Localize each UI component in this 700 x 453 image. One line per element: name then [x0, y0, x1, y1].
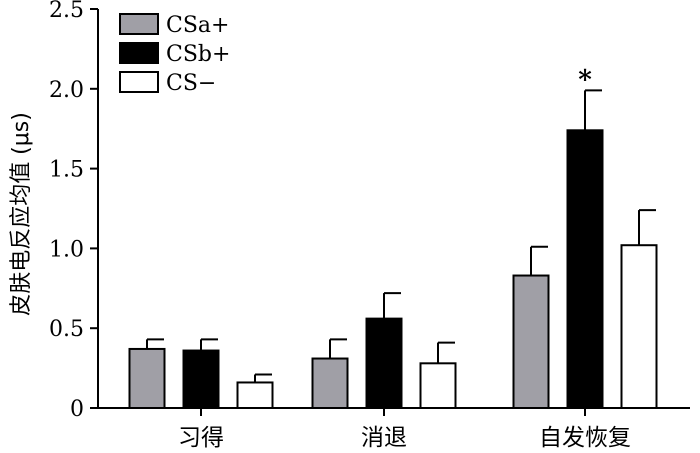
bar	[128, 347, 166, 409]
legend-label: CS−	[166, 71, 216, 96]
bar	[182, 349, 220, 410]
bars: *	[128, 65, 658, 410]
legend-label: CSb+	[166, 42, 230, 67]
axes: 0 0.5 1.0 1.5 2.0 2.5 习得 消退 自发恢复	[49, 0, 690, 451]
bar	[311, 357, 349, 409]
y-axis-label: 皮肤电反应均值 (μs)	[9, 112, 34, 316]
y-tick-label: 2.0	[49, 78, 84, 103]
legend-swatch	[119, 71, 159, 93]
y-tick-label: 2.5	[49, 0, 84, 23]
y-tick-label: 0	[70, 397, 84, 422]
x-tick-label: 自发恢复	[539, 425, 631, 451]
x-tick-label: 消退	[361, 425, 407, 451]
bar	[236, 381, 274, 409]
legend: CSa+ CSb+ CS−	[119, 13, 230, 96]
bar	[566, 129, 604, 410]
bar	[365, 317, 403, 409]
legend-swatch	[119, 13, 159, 35]
significance-marker: *	[578, 65, 592, 95]
x-tick-label: 习得	[178, 425, 224, 451]
bar	[620, 244, 658, 409]
y-tick-label: 1.0	[49, 237, 84, 262]
y-tick-label: 0.5	[49, 317, 84, 342]
legend-label: CSa+	[166, 13, 229, 38]
y-tick-label: 1.5	[49, 158, 84, 183]
bar	[419, 362, 457, 410]
legend-swatch	[119, 42, 159, 64]
bar	[512, 274, 550, 410]
